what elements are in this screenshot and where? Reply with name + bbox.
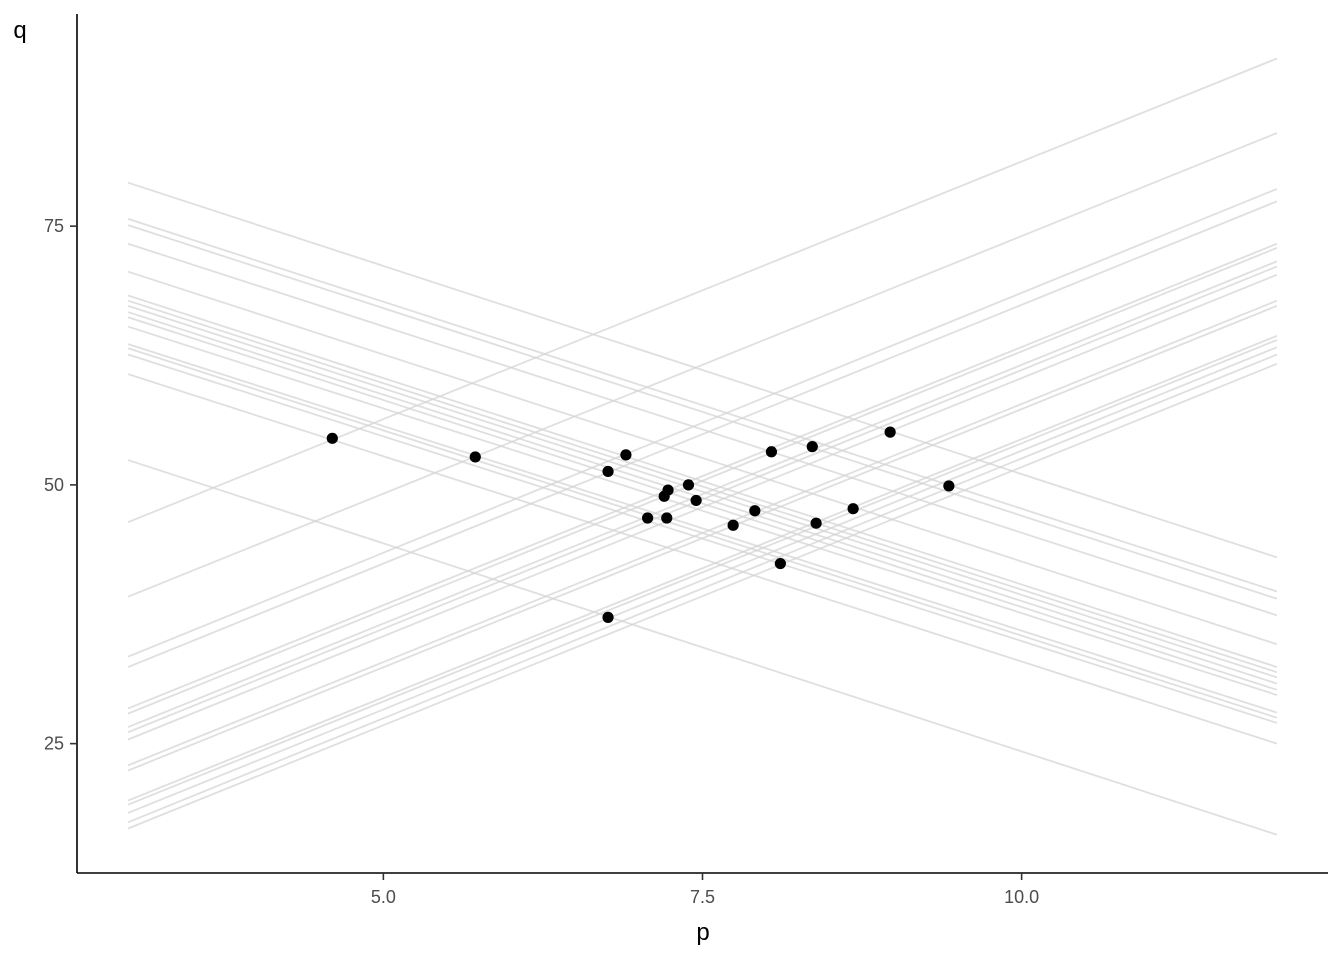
- sample-line-30: [127, 346, 1278, 814]
- data-point-17: [847, 503, 859, 515]
- x-tick-label-3: 10.0: [1004, 887, 1039, 907]
- data-point-20: [602, 611, 614, 623]
- sample-line-11: [127, 325, 1278, 696]
- sample-line-7: [127, 299, 1278, 674]
- sample-line-31: [127, 353, 1278, 824]
- data-point-19: [943, 480, 955, 492]
- sample-line-9: [127, 311, 1278, 685]
- y-tick-label-1: 25: [44, 734, 64, 754]
- sample-line-20: [127, 200, 1278, 668]
- sample-line-12: [127, 343, 1278, 714]
- sample-line-28: [127, 335, 1278, 802]
- sample-line-17: [127, 57, 1278, 523]
- x-axis-title: p: [696, 919, 709, 946]
- data-point-5: [642, 512, 654, 524]
- data-point-9: [682, 479, 695, 491]
- data-points-layer: [326, 426, 955, 623]
- data-point-15: [806, 441, 818, 453]
- y-axis-title: q: [13, 17, 26, 44]
- sample-line-8: [127, 304, 1278, 679]
- x-tick-label-2: 7.5: [690, 887, 715, 907]
- y-tick-label-3: 75: [44, 216, 64, 236]
- sample-line-18: [127, 132, 1278, 598]
- sample-line-25: [127, 273, 1278, 741]
- sample-line-22: [127, 247, 1278, 715]
- sample-line-24: [127, 265, 1278, 734]
- data-point-16: [810, 517, 822, 529]
- sample-line-19: [127, 188, 1278, 658]
- sample-line-26: [127, 299, 1278, 767]
- data-point-4: [620, 449, 632, 461]
- data-point-11: [727, 519, 739, 531]
- sample-line-27: [127, 305, 1278, 772]
- sample-line-2: [127, 218, 1278, 593]
- axis-ticks-layer: 5.0 7.5 10.0 25 50 75: [44, 216, 1039, 907]
- sample-line-5: [127, 270, 1278, 646]
- data-point-2: [469, 451, 481, 463]
- data-point-14: [774, 557, 786, 570]
- sample-line-23: [127, 260, 1278, 728]
- sample-line-15: [127, 373, 1278, 745]
- data-point-10: [690, 494, 702, 507]
- sample-lines-layer: [127, 57, 1278, 836]
- data-point-12: [749, 505, 761, 517]
- data-point-13: [765, 446, 778, 458]
- sample-line-32: [127, 362, 1278, 830]
- data-point-18: [884, 426, 896, 438]
- data-point-3: [602, 465, 614, 478]
- x-tick-label-1: 5.0: [371, 887, 396, 907]
- sample-line-10: [127, 316, 1278, 691]
- data-point-8: [661, 512, 673, 524]
- sample-line-21: [127, 242, 1278, 710]
- sample-line-4: [127, 242, 1278, 617]
- y-tick-label-2: 50: [44, 475, 64, 495]
- sample-line-3: [127, 224, 1278, 600]
- data-point-1: [326, 432, 338, 444]
- data-point-7: [662, 484, 674, 496]
- sample-line-16: [127, 459, 1278, 836]
- sample-line-1: [127, 181, 1278, 559]
- sample-line-29: [127, 339, 1278, 806]
